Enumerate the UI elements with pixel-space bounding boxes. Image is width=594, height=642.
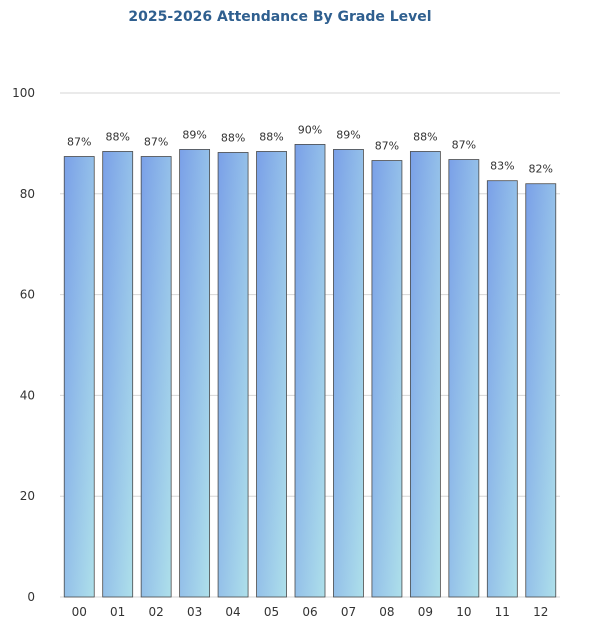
- data-label: 82%: [529, 163, 553, 176]
- data-label: 88%: [221, 131, 245, 144]
- x-tick-label: 09: [418, 605, 433, 619]
- x-tick-label: 03: [187, 605, 202, 619]
- data-label: 87%: [375, 140, 399, 153]
- y-tick-label: 20: [20, 489, 35, 503]
- bar-10[interactable]: [448, 159, 480, 598]
- bar-12[interactable]: [525, 183, 557, 598]
- y-axis: 0 20 40 60 80 100: [12, 86, 35, 604]
- data-label: 87%: [452, 139, 476, 152]
- data-label: 87%: [144, 136, 168, 149]
- bar-05[interactable]: [256, 151, 287, 598]
- y-tick-label: 0: [27, 590, 35, 604]
- x-tick-label: 01: [110, 605, 125, 619]
- x-axis: 00 01 02 03 04 05 06 07 08 09 10 11 12: [72, 605, 549, 619]
- bar-04[interactable]: [217, 152, 249, 598]
- x-tick-label: 04: [225, 605, 240, 619]
- y-tick-label: 60: [20, 288, 35, 302]
- bar-00[interactable]: [63, 156, 95, 598]
- data-label: 83%: [490, 160, 514, 173]
- x-tick-label: 12: [533, 605, 548, 619]
- bar-03[interactable]: [179, 149, 211, 598]
- x-tick-label: 10: [456, 605, 471, 619]
- data-label: 89%: [336, 128, 360, 141]
- data-label: 88%: [413, 130, 437, 143]
- bar-08[interactable]: [371, 160, 403, 598]
- data-label: 88%: [105, 130, 129, 143]
- bar-11[interactable]: [486, 180, 518, 598]
- bars: [63, 144, 557, 598]
- data-label: 87%: [67, 136, 91, 149]
- y-tick-label: 40: [20, 388, 35, 402]
- data-label: 88%: [259, 130, 283, 143]
- data-label: 90%: [298, 123, 322, 136]
- chart-title: 2025-2026 Attendance By Grade Level: [128, 9, 432, 25]
- x-tick-label: 07: [341, 605, 356, 619]
- x-tick-label: 06: [302, 605, 317, 619]
- y-tick-label: 80: [20, 187, 35, 201]
- data-labels: 87% 88% 87% 89% 88% 88% 90% 89% 87% 88% 87% 83% 82%: [67, 123, 553, 175]
- x-tick-label: 00: [72, 605, 87, 619]
- x-tick-label: 11: [495, 605, 510, 619]
- y-tick-label: 100: [12, 86, 35, 100]
- bar-01[interactable]: [102, 151, 134, 598]
- bar-02[interactable]: [140, 156, 172, 598]
- x-tick-label: 08: [379, 605, 394, 619]
- bar-09[interactable]: [409, 151, 441, 598]
- bar-06[interactable]: [294, 144, 326, 598]
- x-tick-label: 02: [149, 605, 164, 619]
- data-label: 89%: [182, 128, 206, 141]
- x-tick-label: 05: [264, 605, 279, 619]
- bar-07[interactable]: [333, 149, 364, 598]
